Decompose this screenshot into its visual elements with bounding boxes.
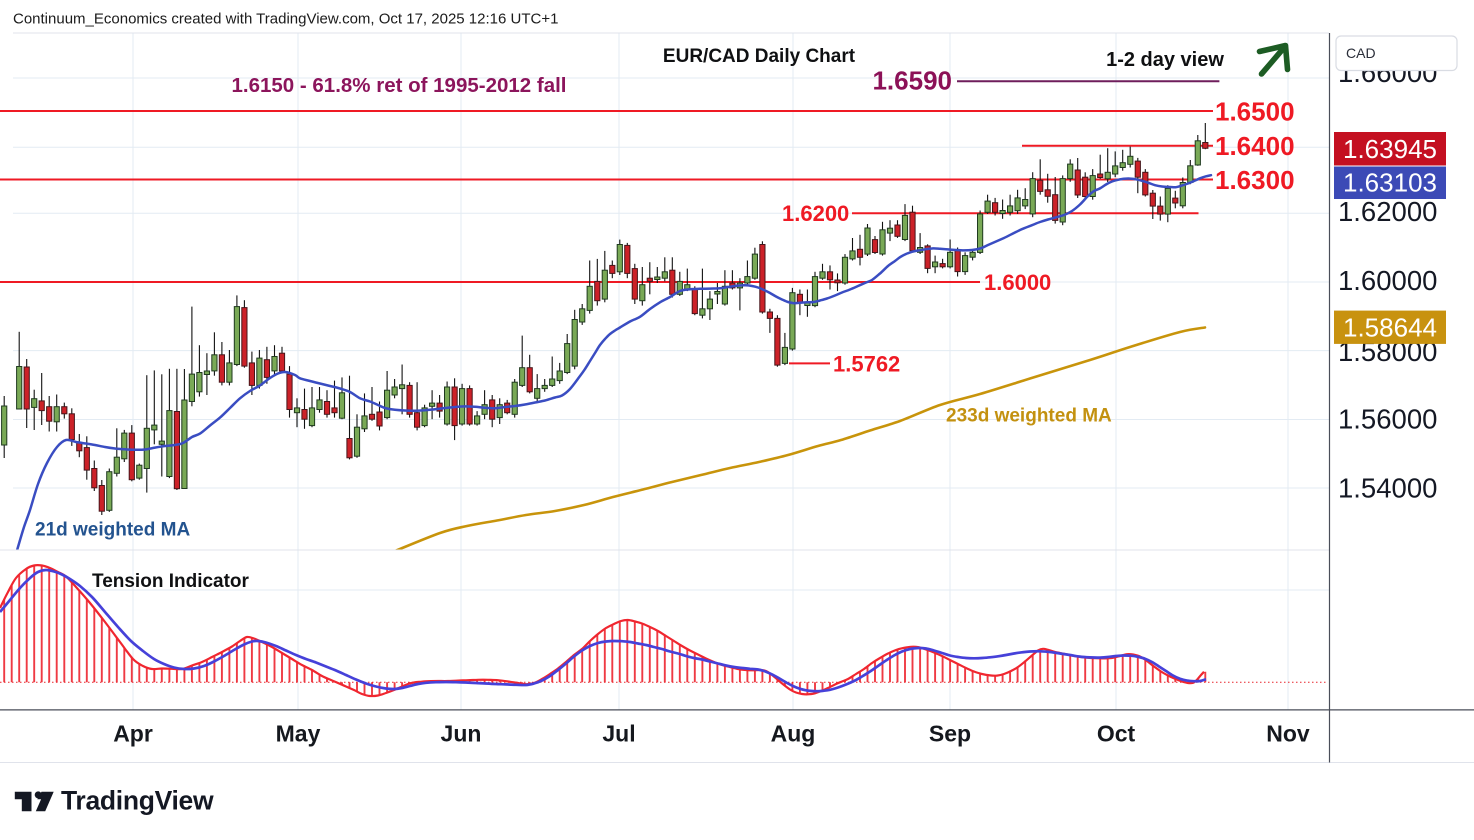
svg-text:1.62000: 1.62000 bbox=[1338, 196, 1437, 227]
svg-text:1.63945: 1.63945 bbox=[1343, 134, 1437, 164]
svg-text:1.6400: 1.6400 bbox=[1215, 131, 1295, 161]
svg-text:Continuum_Economics created wi: Continuum_Economics created with Trading… bbox=[13, 11, 558, 28]
svg-text:May: May bbox=[276, 720, 321, 746]
svg-text:Tension Indicator: Tension Indicator bbox=[92, 571, 250, 592]
svg-text:1.6300: 1.6300 bbox=[1215, 165, 1295, 195]
svg-text:1.58644: 1.58644 bbox=[1343, 313, 1437, 343]
svg-text:Apr: Apr bbox=[113, 720, 153, 746]
svg-text:Jul: Jul bbox=[602, 720, 635, 746]
svg-text:21d weighted MA: 21d weighted MA bbox=[35, 519, 190, 540]
svg-text:1.6150 - 61.8% ret of 1995-201: 1.6150 - 61.8% ret of 1995-2012 fall bbox=[231, 74, 566, 97]
svg-text:Oct: Oct bbox=[1097, 720, 1136, 746]
svg-text:1.6590: 1.6590 bbox=[872, 66, 952, 96]
svg-text:Nov: Nov bbox=[1266, 720, 1310, 746]
svg-text:233d weighted MA: 233d weighted MA bbox=[946, 405, 1112, 426]
svg-text:EUR/CAD Daily Chart: EUR/CAD Daily Chart bbox=[663, 46, 856, 67]
svg-text:Sep: Sep bbox=[929, 720, 971, 746]
svg-text:1.60000: 1.60000 bbox=[1338, 265, 1437, 296]
svg-text:1.56000: 1.56000 bbox=[1338, 404, 1437, 435]
svg-text:TradingView: TradingView bbox=[61, 786, 214, 816]
svg-text:1.54000: 1.54000 bbox=[1338, 473, 1437, 504]
svg-text:1.6500: 1.6500 bbox=[1215, 96, 1295, 126]
svg-text:CAD: CAD bbox=[1346, 45, 1376, 61]
svg-text:1.5762: 1.5762 bbox=[833, 351, 900, 376]
svg-text:1.6200: 1.6200 bbox=[782, 201, 849, 226]
svg-text:1.6000: 1.6000 bbox=[984, 270, 1051, 295]
svg-text:Jun: Jun bbox=[441, 720, 482, 746]
svg-text:1-2 day view: 1-2 day view bbox=[1106, 49, 1224, 71]
svg-text:Aug: Aug bbox=[771, 720, 816, 746]
svg-text:1.63103: 1.63103 bbox=[1343, 168, 1437, 198]
